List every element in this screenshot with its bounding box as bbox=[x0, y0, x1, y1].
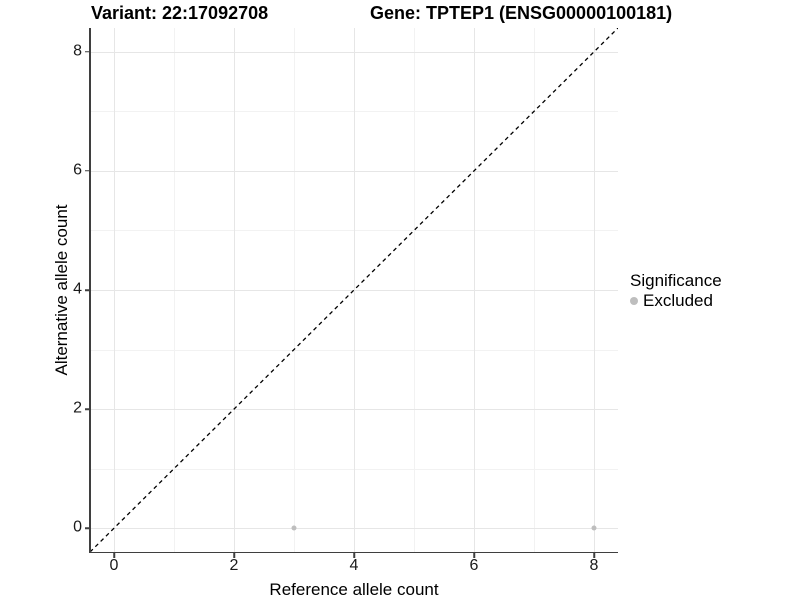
plot-panel bbox=[90, 28, 618, 552]
x-axis-tick bbox=[593, 553, 595, 558]
x-axis-tick bbox=[113, 553, 115, 558]
y-axis-tick-label: 2 bbox=[73, 399, 82, 417]
y-axis-tick bbox=[84, 289, 89, 291]
x-axis-tick-label: 0 bbox=[109, 557, 119, 574]
identity-reference-line bbox=[90, 28, 618, 552]
variant-title: Variant: 22:17092708 bbox=[91, 3, 269, 23]
y-axis-tick bbox=[84, 51, 89, 53]
y-axis-tick bbox=[84, 527, 89, 529]
excluded-point-icon bbox=[630, 297, 638, 305]
legend: Significance Excluded bbox=[630, 271, 722, 310]
gene-title: Gene: TPTEP1 (ENSG00000100181) bbox=[370, 3, 673, 23]
x-axis-tick bbox=[233, 553, 235, 558]
y-axis-tick bbox=[84, 408, 89, 410]
legend-item-excluded: Excluded bbox=[630, 292, 722, 310]
y-axis-tick-label: 8 bbox=[73, 42, 82, 60]
y-major-gridline bbox=[90, 51, 618, 53]
legend-item-label: Excluded bbox=[643, 291, 713, 310]
x-axis-tick-label: 8 bbox=[589, 557, 599, 574]
y-axis-tick-label: 4 bbox=[73, 280, 82, 298]
x-axis-tick-label: 6 bbox=[469, 557, 479, 574]
data-point bbox=[591, 525, 597, 531]
y-major-gridline bbox=[90, 170, 618, 172]
y-axis-line bbox=[89, 28, 91, 553]
data-point bbox=[291, 525, 297, 531]
y-axis-tick-label: 0 bbox=[73, 518, 82, 536]
y-major-gridline bbox=[90, 290, 618, 291]
x-axis-tick-label: 4 bbox=[349, 557, 359, 574]
y-major-gridline bbox=[90, 528, 618, 530]
x-axis-tick bbox=[353, 553, 355, 558]
x-axis-tick bbox=[473, 553, 475, 558]
y-axis-tick bbox=[84, 170, 89, 172]
legend-title: Significance bbox=[630, 271, 722, 290]
x-axis-line bbox=[89, 551, 618, 553]
y-major-gridline bbox=[90, 409, 618, 411]
x-axis-title: Reference allele count bbox=[269, 580, 439, 599]
x-axis-tick-label: 2 bbox=[229, 557, 239, 574]
y-axis-tick-label: 6 bbox=[73, 161, 82, 179]
